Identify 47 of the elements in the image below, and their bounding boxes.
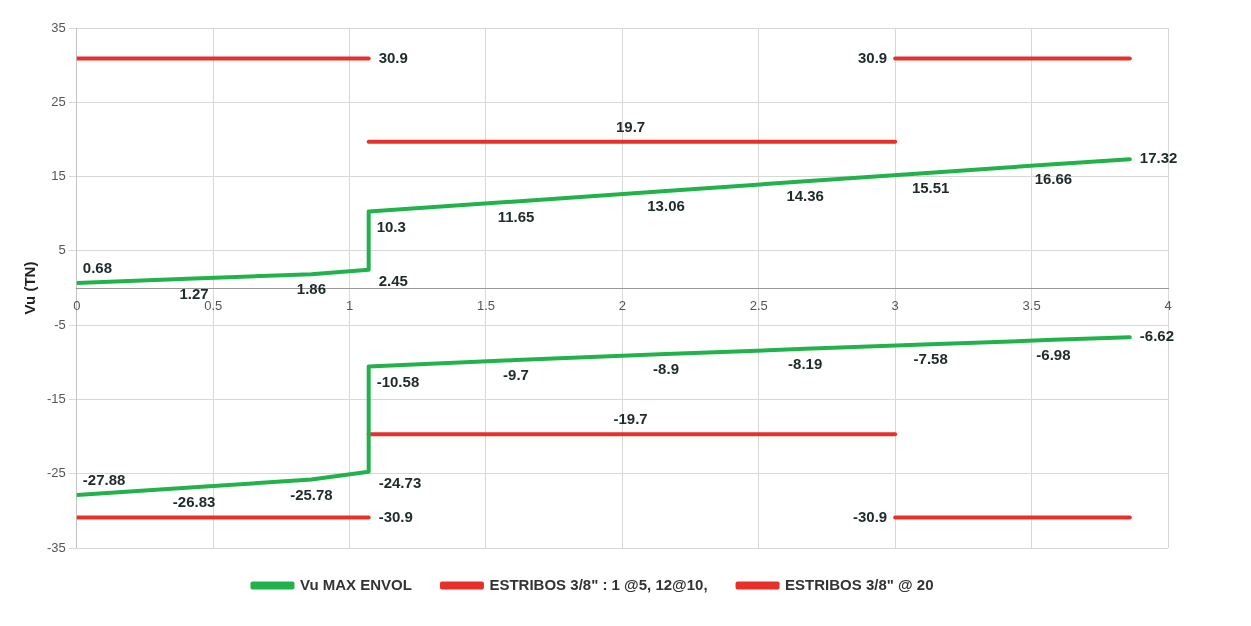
data-label: -27.88 (82, 471, 126, 489)
data-label: -8.19 (788, 354, 823, 372)
data-label: 14.36 (786, 187, 824, 205)
x-tick-label: 2.5 (749, 298, 768, 314)
legend-label: ESTRIBOS 3/8" : 1 @5, 12@10, (489, 575, 708, 593)
data-label: 16.66 (1034, 170, 1073, 188)
data-label: -9.7 (503, 366, 529, 384)
x-tick-label: 2 (618, 298, 627, 314)
data-label: 10.3 (376, 217, 406, 235)
y-tick-label: 25 (51, 93, 66, 109)
data-label: -6.98 (1036, 345, 1071, 363)
x-tick-label: 3.5 (1022, 298, 1041, 314)
data-label: -25.78 (290, 485, 333, 503)
y-axis-title: Vu (TN) (21, 261, 39, 315)
data-label: 19.7 (615, 117, 646, 135)
y-tick-label: -35 (46, 539, 66, 555)
data-label: 30.9 (857, 48, 888, 66)
y-tick-label: 15 (51, 168, 66, 184)
y-tick-label: 35 (51, 19, 66, 35)
y-tick-label: -5 (54, 316, 66, 332)
x-tick-label: 1 (345, 298, 354, 314)
data-label: -30.9 (852, 507, 888, 525)
legend-label: Vu MAX ENVOL (299, 575, 412, 593)
data-label: 17.32 (1139, 149, 1178, 167)
x-tick-label: 3 (891, 298, 899, 314)
data-label: -26.83 (172, 493, 216, 511)
y-tick-label: -15 (46, 391, 66, 407)
data-label: -10.58 (376, 372, 420, 390)
y-tick-label: 5 (58, 242, 66, 258)
data-label: 0.68 (82, 259, 112, 277)
data-label: 1.86 (296, 280, 326, 298)
data-label: 2.45 (378, 271, 408, 289)
data-label: 15.51 (911, 178, 950, 196)
data-label: -19.7 (613, 410, 648, 428)
data-label: -6.62 (1139, 327, 1175, 345)
data-label: -8.9 (653, 360, 679, 378)
x-tick-label: 1.5 (476, 298, 496, 314)
legend-label: ESTRIBOS 3/8" @ 20 (785, 575, 934, 593)
data-label: -7.58 (913, 350, 948, 368)
data-label: -24.73 (378, 473, 422, 491)
data-label: 11.65 (497, 207, 535, 225)
data-label: 13.06 (647, 197, 685, 215)
data-label: -30.9 (378, 507, 413, 525)
x-tick-label: 4 (1164, 298, 1172, 314)
data-label: 30.9 (378, 48, 408, 66)
x-tick-label: 0 (73, 298, 81, 314)
y-tick-label: -25 (46, 465, 66, 481)
